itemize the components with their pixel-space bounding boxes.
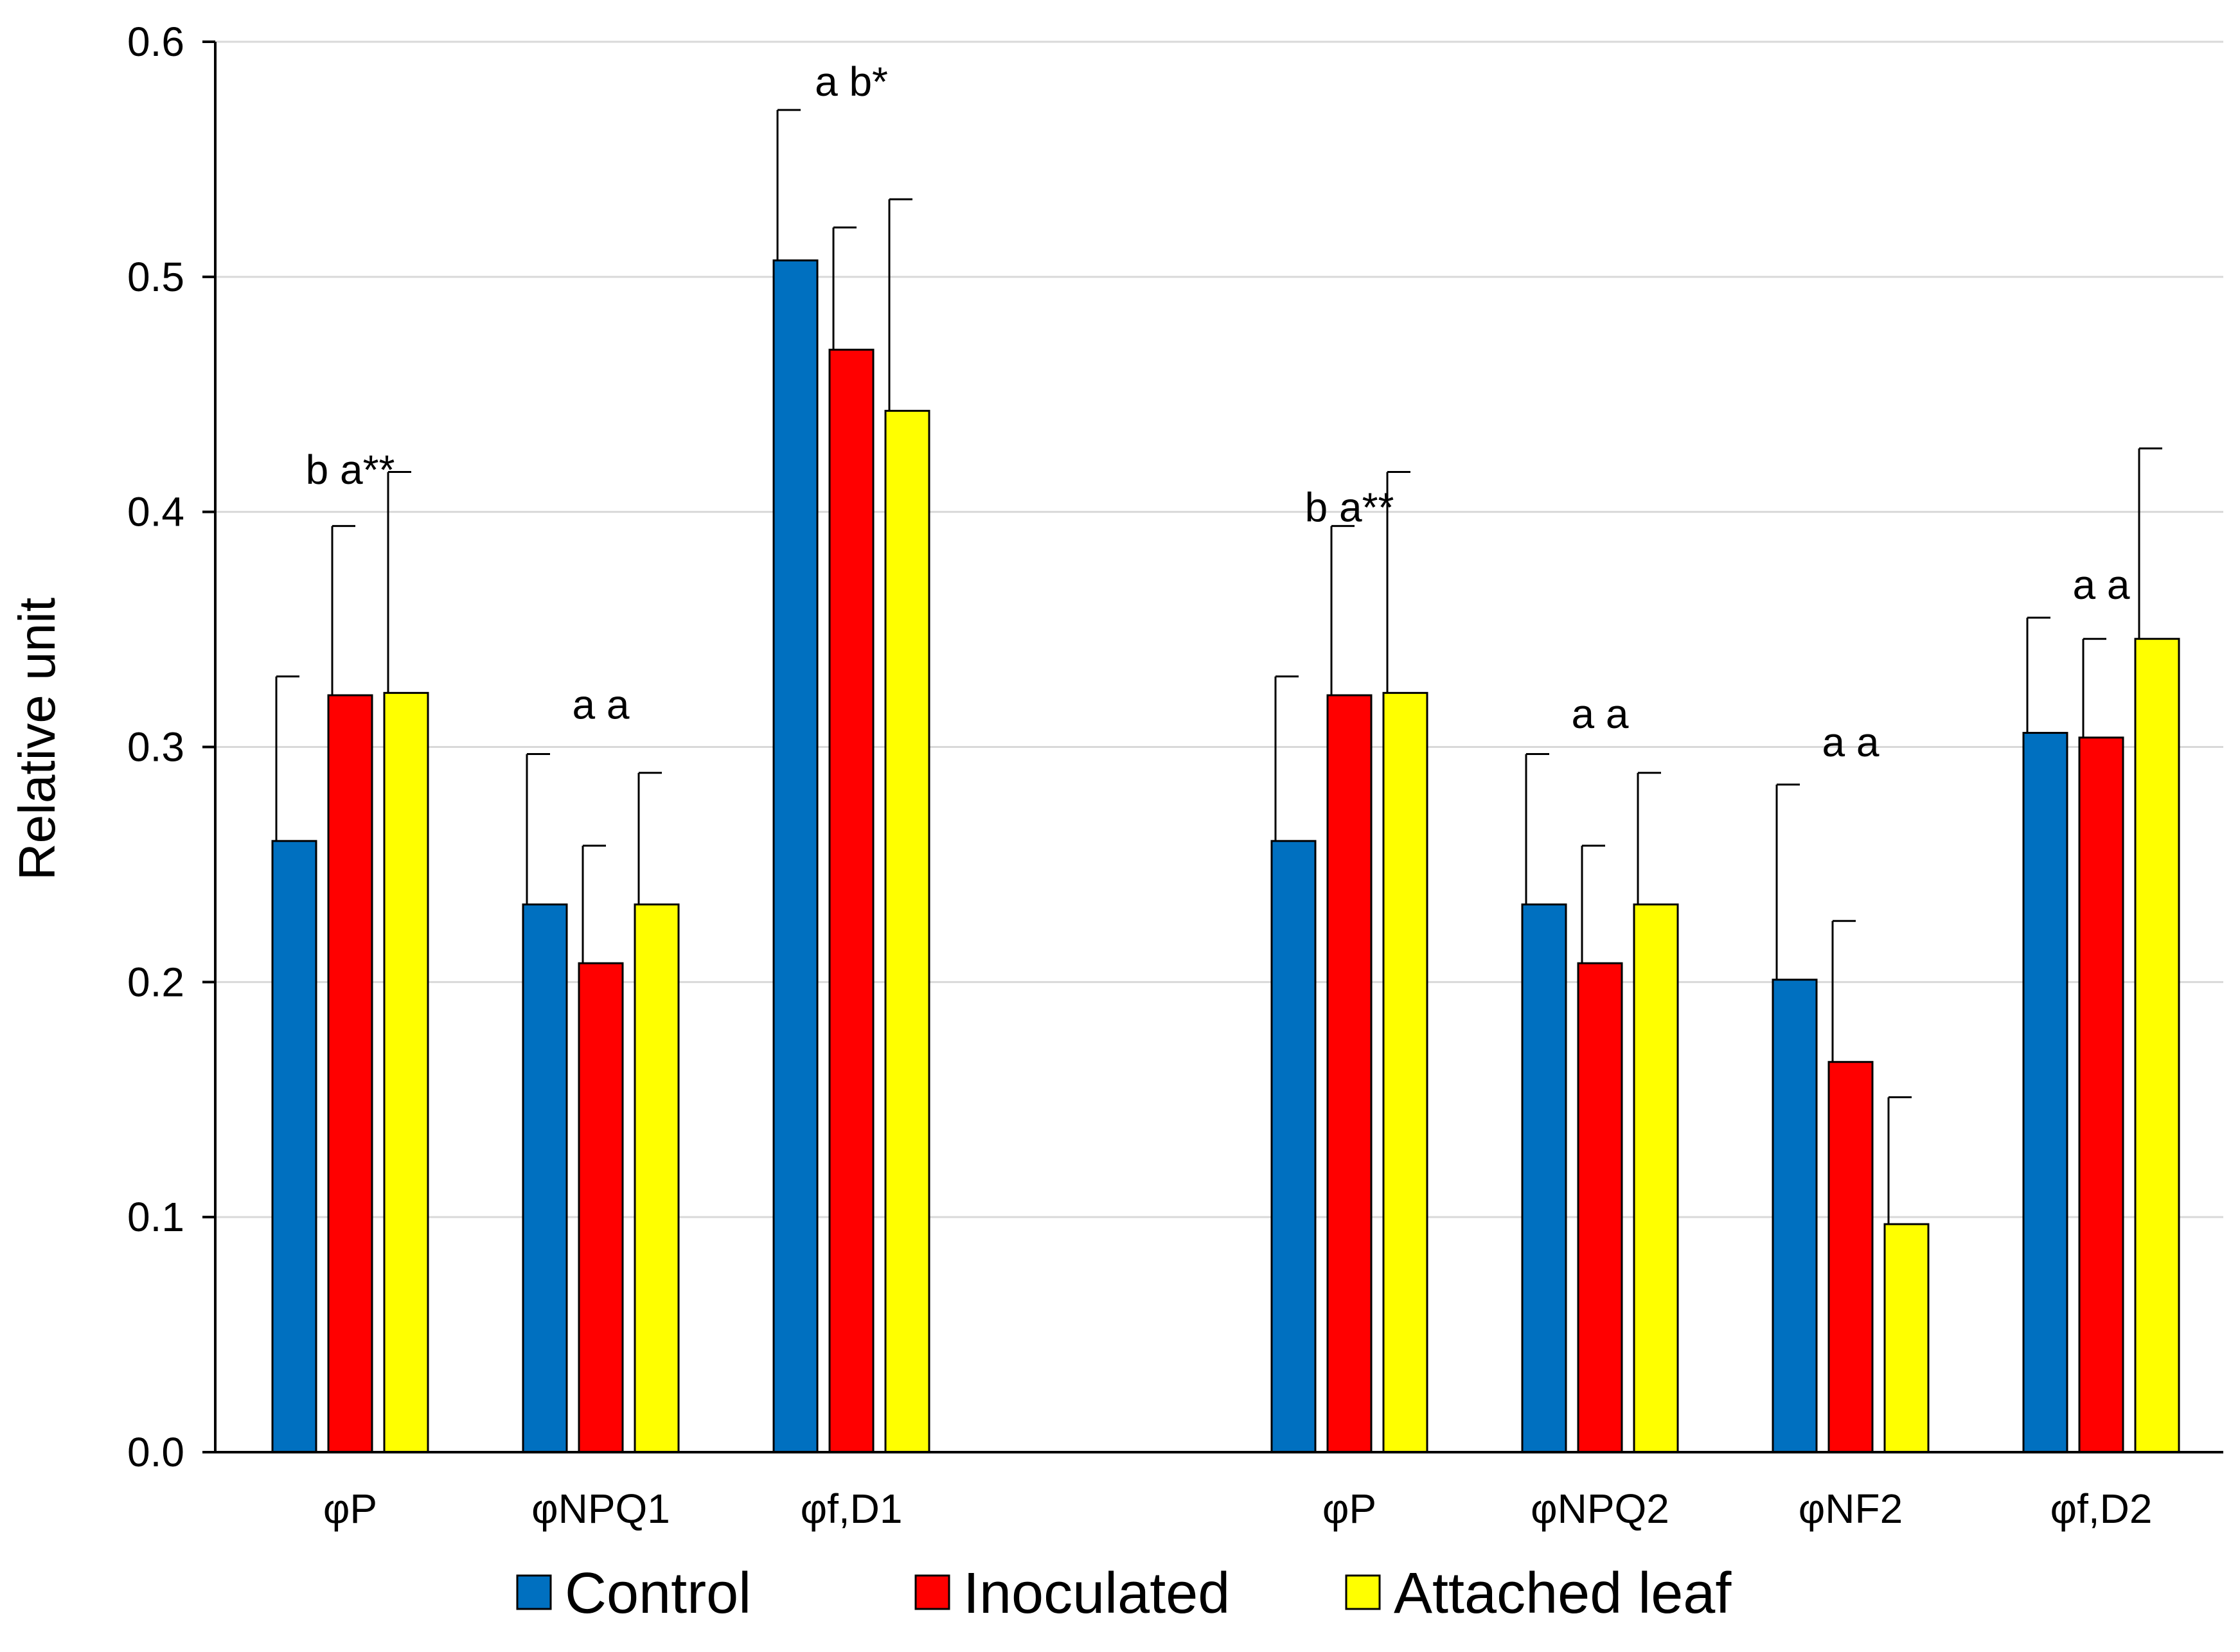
significance-annotations: b a** a a a b* b a** a a a a a a (306, 58, 2130, 765)
y-tick-label: 0.6 (127, 19, 184, 65)
bars (271, 109, 2180, 1453)
x-category-label: φNPQ1 (531, 1486, 670, 1532)
significance-label: b a** (306, 447, 395, 493)
significance-label: b a** (1305, 484, 1394, 530)
bar-inoculated (578, 962, 624, 1453)
legend-swatch (516, 1574, 552, 1610)
significance-label: a a (573, 682, 630, 728)
gridlines (215, 40, 2223, 1218)
bar-control (522, 903, 568, 1453)
x-category-label: φNF2 (1799, 1486, 1903, 1532)
bar-attached-leaf (2134, 637, 2180, 1453)
x-category-label: φP (1322, 1486, 1376, 1532)
bar-attached-leaf (383, 691, 429, 1453)
legend: Control Inoculated Attached leaf (516, 1561, 1732, 1626)
y-tick-label: 0.0 (127, 1429, 184, 1475)
significance-label: a a (1822, 719, 1880, 765)
bar-control (1270, 840, 1317, 1453)
x-category-label: φNPQ2 (1531, 1486, 1669, 1532)
bar-inoculated (828, 348, 875, 1453)
bar-attached-leaf (1883, 1223, 1930, 1453)
legend-label: Attached leaf (1394, 1561, 1732, 1626)
y-tick-label: 0.3 (127, 724, 184, 770)
y-tick-label: 0.4 (127, 489, 184, 535)
bar-control (1772, 979, 1818, 1453)
x-category-label: φP (323, 1486, 377, 1532)
bar-inoculated (2078, 736, 2124, 1453)
bar-attached-leaf (884, 409, 930, 1453)
y-ticks: 0.0 0.1 0.2 0.3 0.4 0.5 0.6 (127, 19, 215, 1475)
bar-control (772, 259, 819, 1453)
significance-label: a a (2073, 562, 2130, 608)
bar-inoculated (1326, 694, 1373, 1453)
legend-swatch (914, 1574, 950, 1610)
x-category-labels: φP φNPQ1 φf,D1 φP φNPQ2 φNF2 φf,D2 (323, 1486, 2153, 1532)
y-tick-label: 0.5 (127, 254, 184, 300)
y-tick-label: 0.1 (127, 1194, 184, 1240)
bar-control (1521, 903, 1567, 1453)
x-category-label: φf,D1 (801, 1486, 903, 1532)
bar-attached-leaf (1633, 903, 1679, 1453)
y-axis-title: Relative unit (8, 598, 66, 880)
bar-inoculated (1827, 1061, 1874, 1453)
x-category-label: φf,D2 (2050, 1486, 2153, 1532)
bar-inoculated (327, 694, 373, 1453)
bar-attached-leaf (634, 903, 680, 1453)
bar-control (2022, 732, 2068, 1453)
bar-inoculated (1577, 962, 1623, 1453)
legend-label: Inoculated (963, 1561, 1230, 1626)
significance-label: a b* (815, 58, 888, 105)
y-tick-label: 0.2 (127, 959, 184, 1005)
significance-label: a a (1572, 691, 1629, 737)
legend-swatch (1345, 1574, 1381, 1610)
legend-label: Control (565, 1561, 751, 1626)
bar-control (271, 840, 317, 1453)
bar-attached-leaf (1382, 691, 1428, 1453)
